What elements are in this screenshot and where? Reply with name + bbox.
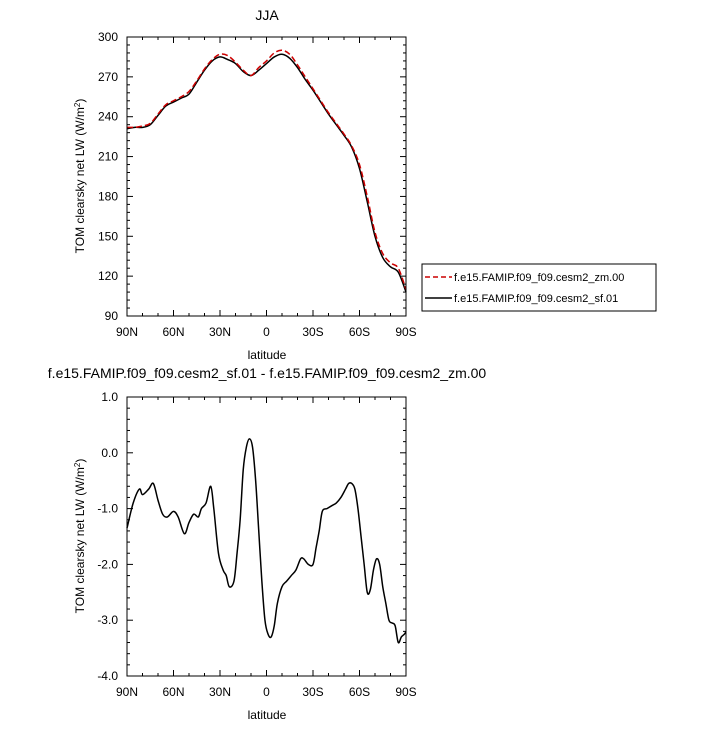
top-chart-ytick-label: 120 — [98, 269, 118, 283]
top-chart-ytick-label: 150 — [98, 229, 118, 243]
top-chart-ytick-label: 90 — [105, 309, 119, 323]
top-chart: JJA 90 120 150 180 210 240 270 300 90N 60N 30N 0 30S… — [73, 7, 657, 362]
top-chart-ytick-label: 300 — [98, 30, 118, 44]
legend-label-sf: f.e15.FAMIP.f09_f09.cesm2_sf.01 — [454, 293, 618, 305]
legend-label-zm: f.e15.FAMIP.f09_f09.cesm2_zm.00 — [454, 272, 624, 284]
top-chart-ylabel: TOM clearsky net LW (W/m2) — [73, 99, 88, 254]
bottom-chart-ytick-label: 1.0 — [101, 390, 118, 404]
bottom-chart-xtick-label: 60N — [162, 685, 184, 699]
bottom-chart-ytick-label: -3.0 — [97, 613, 118, 627]
legend: f.e15.FAMIP.f09_f09.cesm2_zm.00 f.e15.FA… — [421, 263, 657, 312]
top-chart-ytick-label: 270 — [98, 70, 118, 84]
bottom-chart-ytick-label: -1.0 — [97, 502, 118, 516]
top-chart-xtick-label: 30S — [302, 325, 323, 339]
top-chart-frame — [126, 36, 407, 317]
top-chart-ytick-label: 240 — [98, 110, 118, 124]
bottom-chart-ylabel: TOM clearsky net LW (W/m2) — [73, 459, 88, 614]
bottom-chart: f.e15.FAMIP.f09_f09.cesm2_sf.01 - f.e15.… — [48, 365, 487, 722]
top-chart-xtick-label: 30N — [209, 325, 231, 339]
top-chart-series-line-1 — [126, 53, 407, 293]
top-chart-ytick-label: 180 — [98, 189, 118, 203]
bottom-chart-series-line-0 — [126, 438, 407, 644]
bottom-chart-xtick-label: 30N — [209, 685, 231, 699]
top-chart-xlabel: latitude — [248, 348, 287, 362]
top-chart-series-line-0 — [126, 49, 407, 290]
top-chart-xtick-label: 60N — [162, 325, 184, 339]
top-chart-plot-area: 90 120 150 180 210 240 270 300 90N 60N 30N 0 30S 60S 9… — [98, 30, 417, 339]
bottom-chart-ytick-label: 0.0 — [101, 446, 118, 460]
legend-box — [421, 263, 657, 312]
bottom-chart-xtick-label: 60S — [349, 685, 370, 699]
bottom-chart-xlabel: latitude — [248, 708, 287, 722]
bottom-chart-plot-area: -4.0 -3.0 -2.0 -1.0 0.0 1.0 90N 60N 30N 0 30S 60S 90… — [97, 390, 416, 699]
bottom-chart-title: f.e15.FAMIP.f09_f09.cesm2_sf.01 - f.e15.… — [48, 365, 487, 381]
bottom-chart-xtick-label: 90S — [395, 685, 416, 699]
bottom-chart-xtick-label: 90N — [116, 685, 138, 699]
bottom-chart-xtick-label: 0 — [263, 685, 270, 699]
bottom-chart-xtick-label: 30S — [302, 685, 323, 699]
top-chart-xtick-label: 0 — [263, 325, 270, 339]
bottom-chart-frame — [126, 396, 407, 677]
top-chart-xtick-label: 90N — [116, 325, 138, 339]
bottom-chart-ytick-label: -2.0 — [97, 557, 118, 571]
top-chart-ytick-label: 210 — [98, 150, 118, 164]
top-chart-title: JJA — [255, 7, 279, 23]
top-chart-xtick-label: 60S — [349, 325, 370, 339]
bottom-chart-ytick-label: -4.0 — [97, 669, 118, 683]
top-chart-xtick-label: 90S — [395, 325, 416, 339]
